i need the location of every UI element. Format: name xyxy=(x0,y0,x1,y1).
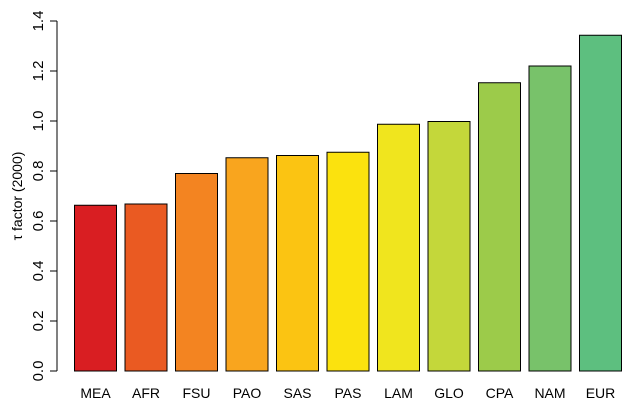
x-tick-label: MEA xyxy=(80,385,111,401)
x-tick-label: CPA xyxy=(486,385,514,401)
x-tick-label: SAS xyxy=(283,385,311,401)
x-tick-label: GLO xyxy=(434,385,464,401)
bar-cpa xyxy=(478,82,521,372)
y-tick-label: 0.8 xyxy=(30,161,47,182)
x-tick-label: PAO xyxy=(233,385,262,401)
y-axis-title: τ factor (2000) xyxy=(9,152,25,241)
x-axis-labels: MEA AFR FSU PAO SAS PAS LAM GLO CPA NAM EUR xyxy=(80,385,615,401)
bar-pao xyxy=(225,157,269,372)
y-tick-label: 1.2 xyxy=(30,61,47,82)
bar-nam xyxy=(528,65,572,372)
bar-afr xyxy=(124,203,168,372)
x-tick-label: LAM xyxy=(384,385,413,401)
y-tick-label: 1.0 xyxy=(30,111,47,132)
bar-eur xyxy=(579,34,622,372)
x-tick-label: NAM xyxy=(534,385,565,401)
y-tick-label: 1.4 xyxy=(30,11,47,32)
bar-mea xyxy=(74,204,117,372)
y-tick-label: 0.0 xyxy=(30,361,47,382)
bar-sas xyxy=(276,155,319,372)
x-tick-label: AFR xyxy=(132,385,160,401)
x-tick-label: EUR xyxy=(586,385,616,401)
bar-pas xyxy=(326,151,370,372)
y-tick-label: 0.4 xyxy=(30,261,47,282)
x-tick-label: FSU xyxy=(183,385,211,401)
y-tick-label: 0.6 xyxy=(30,211,47,232)
x-tick-label: PAS xyxy=(335,385,362,401)
bar-fsu xyxy=(175,173,218,372)
bar-glo xyxy=(427,121,471,372)
y-tick-label: 0.2 xyxy=(30,311,47,332)
y-axis: 0.0 0.2 0.4 0.6 0.8 1.0 1.2 1.4 xyxy=(30,11,58,382)
bars xyxy=(74,34,622,372)
bar-lam xyxy=(377,123,420,372)
